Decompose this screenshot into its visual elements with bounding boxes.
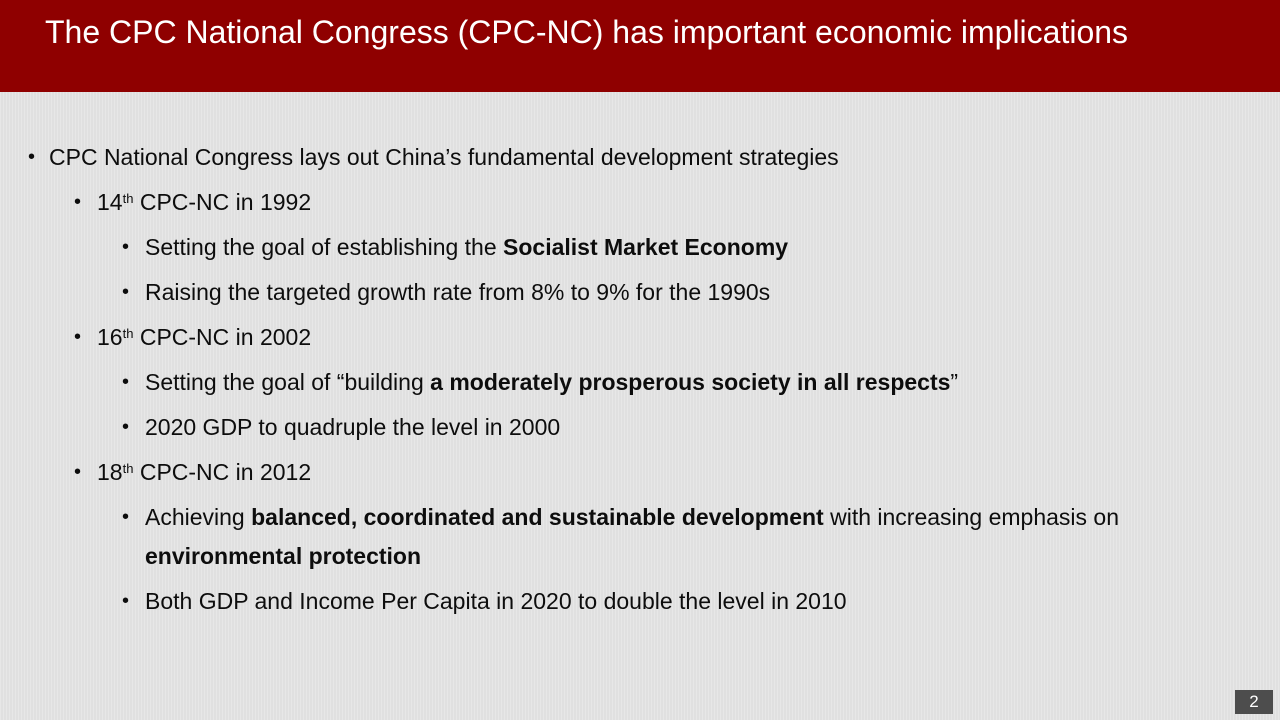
congress-number: 16 xyxy=(97,324,123,350)
bullet-development-strategies: CPC National Congress lays out China’s f… xyxy=(49,143,839,171)
bullet-marker: • xyxy=(74,191,82,213)
ordinal-suffix: th xyxy=(122,325,134,341)
title-bar: The CPC National Congress (CPC-NC) has i… xyxy=(0,0,1280,92)
bold-text: environmental protection xyxy=(145,543,422,569)
bullet-text-suffix: with increasing emphasis on xyxy=(823,504,1120,530)
bullet-balanced-development: Achieving balanced, coordinated and sust… xyxy=(145,503,1119,531)
bullet-text-suffix: ” xyxy=(950,369,959,395)
bold-text: a moderately prosperous society in all r… xyxy=(430,369,951,395)
bold-text: balanced, coordinated and sustainable de… xyxy=(251,504,824,530)
bullet-marker: • xyxy=(28,146,36,168)
bullet-14th-congress: 14th CPC-NC in 1992 xyxy=(97,188,311,216)
bullet-marker: • xyxy=(74,461,82,483)
bullet-marker: • xyxy=(122,371,130,393)
ordinal-suffix: th xyxy=(122,460,134,476)
bullet-text: CPC-NC in 2002 xyxy=(133,324,312,350)
bullet-growth-rate: Raising the targeted growth rate from 8%… xyxy=(145,278,770,306)
bullet-text: Achieving xyxy=(145,504,252,530)
congress-number: 18 xyxy=(97,459,123,485)
bullet-marker: • xyxy=(122,590,130,612)
bullet-text: Raising the targeted growth rate from 8%… xyxy=(145,279,771,305)
bullet-gdp-quadruple: 2020 GDP to quadruple the level in 2000 xyxy=(145,413,560,441)
bold-text: Socialist Market Economy xyxy=(503,234,789,260)
bullet-text: CPC National Congress lays out China’s f… xyxy=(49,144,839,170)
bullet-text: CPC-NC in 2012 xyxy=(133,459,312,485)
ordinal-suffix: th xyxy=(122,190,134,206)
bullet-18th-congress: 18th CPC-NC in 2012 xyxy=(97,458,311,486)
bullet-marker: • xyxy=(122,506,130,528)
bullet-environmental-protection: environmental protection xyxy=(145,542,421,570)
bullet-marker: • xyxy=(74,326,82,348)
bullet-prosperous-society: Setting the goal of “building a moderate… xyxy=(145,368,958,396)
slide-title: The CPC National Congress (CPC-NC) has i… xyxy=(45,14,1129,50)
bullet-text: Both GDP and Income Per Capita in 2020 t… xyxy=(145,588,847,614)
bullet-marker: • xyxy=(122,281,130,303)
bullet-text: Setting the goal of establishing the xyxy=(145,234,504,260)
bullet-gdp-double: Both GDP and Income Per Capita in 2020 t… xyxy=(145,587,847,615)
bullet-socialist-market-economy: Setting the goal of establishing the Soc… xyxy=(145,233,788,261)
page-number: 2 xyxy=(1235,690,1273,714)
bullet-text: Setting the goal of “building xyxy=(145,369,431,395)
bullet-marker: • xyxy=(122,236,130,258)
bullet-text: 2020 GDP to quadruple the level in 2000 xyxy=(145,414,561,440)
bullet-16th-congress: 16th CPC-NC in 2002 xyxy=(97,323,311,351)
bullet-marker: • xyxy=(122,416,130,438)
bullet-text: CPC-NC in 1992 xyxy=(133,189,312,215)
congress-number: 14 xyxy=(97,189,123,215)
